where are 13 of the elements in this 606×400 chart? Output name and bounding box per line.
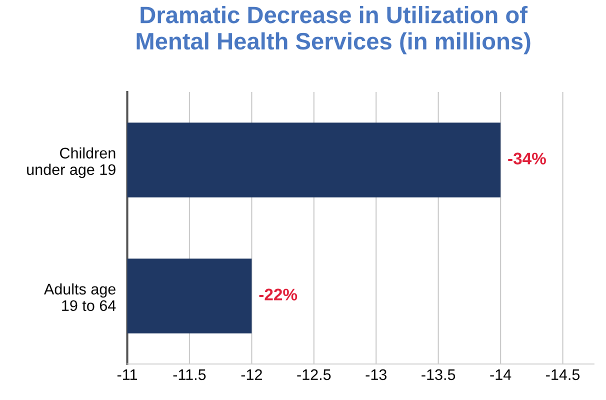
x-tick-label: -12.5 <box>297 369 331 380</box>
x-tick-label: -13.5 <box>422 369 456 380</box>
x-tick-label: -13 <box>366 369 386 380</box>
annotation: -22% <box>259 288 298 300</box>
x-tick-label: -14 <box>490 369 512 380</box>
x-tick-label: -11.5 <box>173 369 206 380</box>
y-tick-label: Children under age 19 <box>27 147 116 178</box>
chart-title: Dramatic Decrease in Utilization of Mental Health Services (in millions) <box>136 6 530 54</box>
y-tick-label: Adults age 19 to 64 <box>44 283 116 312</box>
x-tick-label: -11 <box>117 369 137 380</box>
annotation: -34% <box>508 152 546 164</box>
x-tick-label: -14.5 <box>546 369 580 380</box>
x-tick-label: -12 <box>241 369 262 380</box>
